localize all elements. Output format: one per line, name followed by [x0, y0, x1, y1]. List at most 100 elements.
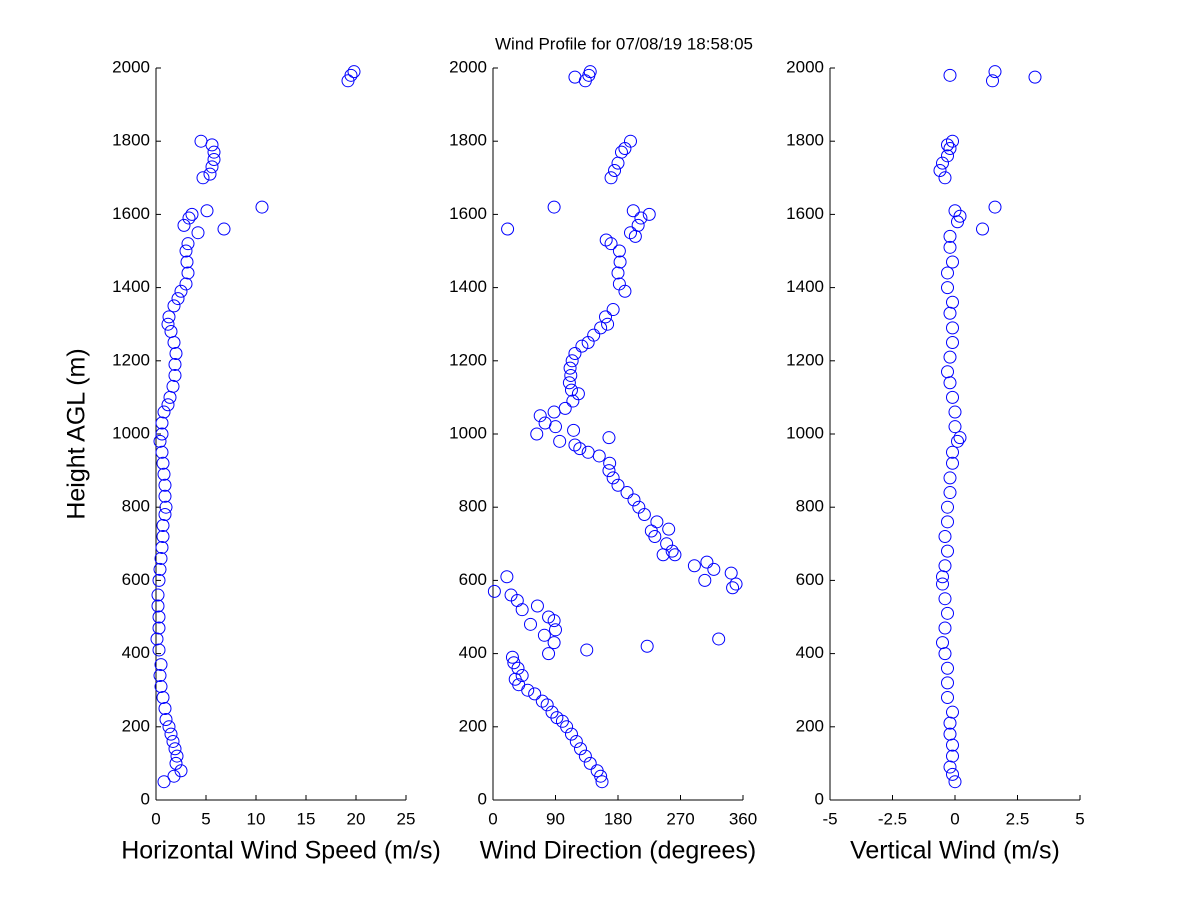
point — [157, 775, 171, 789]
point — [712, 632, 726, 646]
x-tick-label: -2.5 — [878, 809, 907, 828]
point — [698, 573, 712, 587]
point — [571, 387, 585, 401]
x-tick-label: -5 — [822, 809, 837, 828]
y-axis-label: Height AGL (m) — [63, 348, 91, 519]
y-tick-label: 1800 — [112, 131, 150, 150]
point — [943, 716, 957, 730]
point — [603, 456, 617, 470]
point — [162, 310, 176, 324]
point — [941, 266, 954, 280]
point — [583, 65, 597, 79]
point — [601, 317, 615, 331]
point — [164, 727, 178, 741]
point — [606, 471, 620, 485]
point — [507, 656, 521, 670]
point — [521, 683, 535, 697]
point — [538, 416, 552, 430]
point — [938, 621, 952, 635]
point — [632, 500, 646, 514]
point — [611, 266, 625, 280]
point — [941, 661, 954, 675]
point — [631, 218, 645, 232]
point — [624, 226, 637, 240]
point — [936, 156, 949, 170]
y-tick-label: 0 — [815, 789, 824, 808]
point — [515, 669, 529, 683]
x-tick-label: 360 — [729, 809, 757, 828]
point — [938, 529, 952, 543]
x-tick-label: 5 — [1075, 809, 1084, 828]
point — [941, 149, 954, 163]
y-tick-label: 0 — [141, 789, 150, 808]
y-tick-label: 1200 — [449, 350, 487, 369]
point — [524, 617, 537, 631]
point — [583, 756, 597, 770]
point — [181, 237, 195, 251]
point — [150, 632, 164, 646]
point — [668, 548, 682, 562]
point — [640, 639, 654, 653]
point — [156, 529, 170, 543]
point — [936, 636, 949, 650]
point — [587, 328, 601, 342]
point — [948, 204, 962, 218]
point — [941, 515, 954, 529]
point — [590, 764, 604, 778]
y-tick-label: 1000 — [449, 423, 487, 442]
point — [152, 573, 166, 587]
point — [191, 226, 205, 240]
point — [168, 368, 182, 382]
point — [943, 68, 957, 82]
point — [946, 445, 959, 459]
y-tick-label: 600 — [796, 570, 824, 589]
point — [168, 357, 182, 371]
x-tick-label: 0 — [488, 809, 497, 828]
y-tick-label: 200 — [796, 716, 824, 735]
point — [941, 138, 954, 152]
point — [599, 310, 612, 324]
point — [729, 577, 743, 591]
point — [151, 588, 165, 602]
y-tick-label: 1200 — [786, 350, 824, 369]
point — [528, 687, 542, 701]
point — [946, 336, 959, 349]
point — [606, 303, 620, 317]
y-tick-label: 600 — [122, 570, 150, 589]
point — [938, 559, 952, 573]
point — [578, 749, 592, 763]
point — [155, 427, 169, 441]
point — [1028, 70, 1042, 84]
point — [515, 603, 529, 617]
figure-title: Wind Profile for 07/08/19 18:58:05 — [495, 34, 753, 53]
x-axis-label: Horizontal Wind Speed (m/s) — [121, 837, 441, 865]
point — [943, 229, 957, 243]
y-tick-label: 1000 — [786, 423, 824, 442]
point — [943, 760, 957, 774]
point — [207, 145, 221, 159]
y-tick-label: 400 — [122, 643, 150, 662]
y-tick-label: 1600 — [786, 204, 824, 223]
point — [154, 658, 168, 672]
x-axis-label: Wind Direction (degrees) — [480, 837, 757, 865]
y-tick-label: 1400 — [112, 277, 150, 296]
point — [157, 405, 171, 419]
point — [726, 581, 740, 595]
point — [174, 284, 188, 298]
point — [547, 636, 561, 650]
y-tick-label: 2000 — [449, 57, 487, 76]
point — [941, 281, 954, 295]
point — [650, 515, 664, 529]
y-tick-label: 2000 — [786, 57, 824, 76]
point — [611, 478, 625, 492]
point — [167, 299, 181, 313]
point — [196, 171, 210, 185]
point — [687, 559, 701, 573]
point — [180, 255, 194, 269]
point — [511, 661, 525, 675]
point — [487, 584, 501, 598]
point — [602, 464, 616, 478]
point — [943, 142, 957, 156]
point — [535, 694, 549, 708]
